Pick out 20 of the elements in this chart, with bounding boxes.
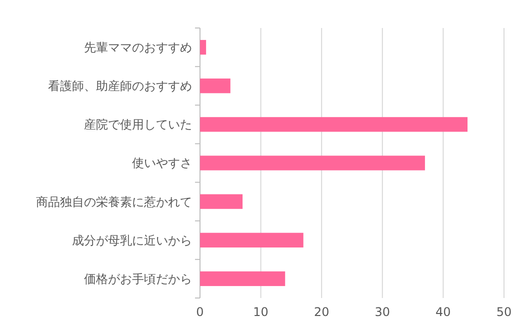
x-tick-label: 10 bbox=[253, 305, 268, 319]
y-tick-label: 先輩ママのおすすめ bbox=[84, 40, 192, 54]
x-tick-label: 50 bbox=[496, 305, 512, 319]
x-tick-label: 30 bbox=[374, 305, 390, 319]
bar bbox=[200, 78, 230, 94]
y-tick-label: 看護師、助産師のおすすめ bbox=[48, 79, 192, 94]
y-tick-label: 産院で使用していた bbox=[84, 118, 192, 132]
bar bbox=[200, 40, 206, 55]
bar bbox=[200, 156, 425, 170]
bar bbox=[200, 271, 286, 286]
x-tick-label: 0 bbox=[196, 305, 204, 319]
bar bbox=[200, 194, 243, 209]
bar bbox=[200, 117, 468, 132]
y-tick-label: 使いやすさ bbox=[132, 156, 192, 170]
bar bbox=[200, 232, 304, 248]
x-tick-label: 20 bbox=[314, 305, 330, 319]
y-tick-label: 価格がお手頃だから bbox=[84, 272, 192, 286]
y-tick-label: 成分が母乳に近いから bbox=[72, 233, 192, 248]
y-tick-label: 商品独自の栄養素に惹かれて bbox=[36, 194, 192, 209]
x-tick-label: 40 bbox=[436, 305, 451, 319]
